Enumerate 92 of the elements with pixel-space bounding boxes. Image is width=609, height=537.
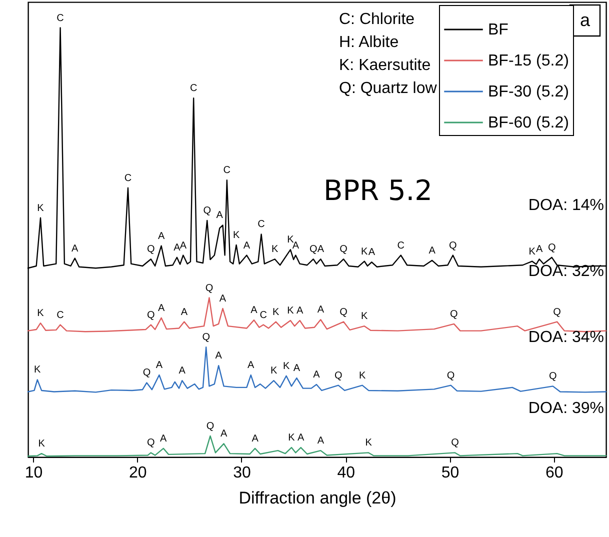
annotation: A — [298, 432, 305, 444]
annotation: A — [368, 247, 376, 258]
annotation: K — [271, 244, 278, 256]
annotation: A — [215, 350, 222, 362]
annotation: K: Kaersutite — [339, 57, 431, 74]
annotation: Q — [446, 370, 455, 382]
annotation: C — [56, 12, 64, 24]
annotation: Q — [548, 242, 556, 254]
x-tick-label: 10 — [24, 464, 43, 482]
annotation: A — [317, 304, 324, 316]
x-tick-label: 50 — [441, 464, 460, 482]
annotation: Q — [340, 306, 348, 318]
annotation: C — [124, 172, 132, 184]
annotation: C: Chlorite — [339, 11, 415, 28]
annotation: K — [270, 366, 278, 377]
annotation: Q — [340, 244, 348, 256]
annotation: A — [248, 360, 255, 372]
annotation: C — [56, 310, 64, 321]
annotation: A — [180, 306, 188, 318]
annotation: A — [428, 245, 436, 256]
annotation: A — [536, 244, 544, 256]
annotation: A — [220, 428, 228, 440]
annotation: C — [223, 165, 231, 176]
annotation: A — [160, 433, 168, 444]
annotation: A — [250, 305, 258, 316]
annotation: Q — [450, 308, 458, 320]
x-tick-label: 40 — [337, 464, 356, 482]
annotation: C — [260, 310, 267, 321]
annotation: A — [156, 360, 163, 372]
annotation: a — [580, 10, 591, 30]
annotation: Q — [206, 420, 214, 432]
legend-label: BF-15 (5.2) — [488, 52, 569, 70]
annotation: H: Albite — [339, 34, 399, 51]
annotation: A — [178, 366, 186, 377]
annotation: Q — [147, 244, 155, 256]
annotation: Q — [147, 438, 155, 449]
annotation: C — [190, 83, 198, 94]
annotation: DOA: 39% — [528, 400, 604, 417]
annotation: C — [258, 219, 265, 230]
annotation: A — [243, 240, 250, 252]
annotation: A — [158, 230, 165, 242]
annotation: A — [72, 243, 79, 254]
annotation: K — [37, 308, 44, 320]
annotation: A — [158, 302, 165, 314]
annotation: A — [317, 436, 324, 447]
annotation: A — [292, 240, 300, 252]
annotation: A — [313, 369, 320, 380]
annotation: A — [252, 433, 259, 444]
annotation: Q — [309, 244, 318, 256]
annotation: Q: Quartz low — [339, 80, 438, 97]
annotation: Q — [553, 306, 562, 318]
annotation: K — [528, 246, 536, 258]
annotation: K — [37, 202, 44, 214]
annotation: DOA: 34% — [528, 329, 604, 346]
annotation: K — [232, 230, 240, 241]
annotation: Q — [202, 332, 210, 344]
annotation: Q — [142, 368, 151, 379]
annotation: K — [282, 360, 290, 372]
annotation: K — [287, 234, 294, 246]
annotation: A — [174, 242, 181, 254]
annotation: A — [317, 244, 324, 256]
annotation: A — [180, 240, 187, 252]
annotation: Q — [203, 205, 212, 216]
legend-label: BF-30 (5.2) — [488, 84, 569, 100]
annotation: K — [365, 438, 372, 449]
annotation: Q — [205, 282, 214, 294]
x-tick-label: 20 — [128, 464, 147, 482]
x-tick-label: 60 — [546, 464, 564, 482]
annotation: K — [361, 311, 368, 322]
annotation: Q — [449, 240, 458, 252]
x-axis-title: Diffraction angle (2θ) — [238, 488, 396, 508]
annotation: Q — [548, 371, 557, 382]
annotation: BPR 5.2 — [324, 174, 432, 207]
annotation: A — [293, 363, 300, 374]
annotation: K — [272, 306, 280, 318]
legend-label: BF — [488, 22, 509, 38]
annotation: A — [296, 306, 304, 316]
annotation: K — [38, 438, 46, 450]
annotation: K — [288, 432, 296, 444]
annotation: A — [219, 293, 226, 304]
annotation: K — [358, 370, 366, 382]
annotation: A — [216, 210, 224, 222]
annotation: K — [34, 364, 42, 376]
legend-label: BF-60 (5.2) — [488, 114, 569, 132]
x-tick-label: 30 — [233, 464, 251, 482]
annotation: Q — [147, 310, 155, 321]
annotation: DOA: 14% — [528, 197, 604, 214]
annotation: K — [361, 246, 368, 258]
annotation: Q — [451, 438, 460, 449]
annotation: K — [287, 306, 294, 316]
annotation: Q — [334, 370, 342, 382]
annotation: C — [397, 240, 404, 252]
